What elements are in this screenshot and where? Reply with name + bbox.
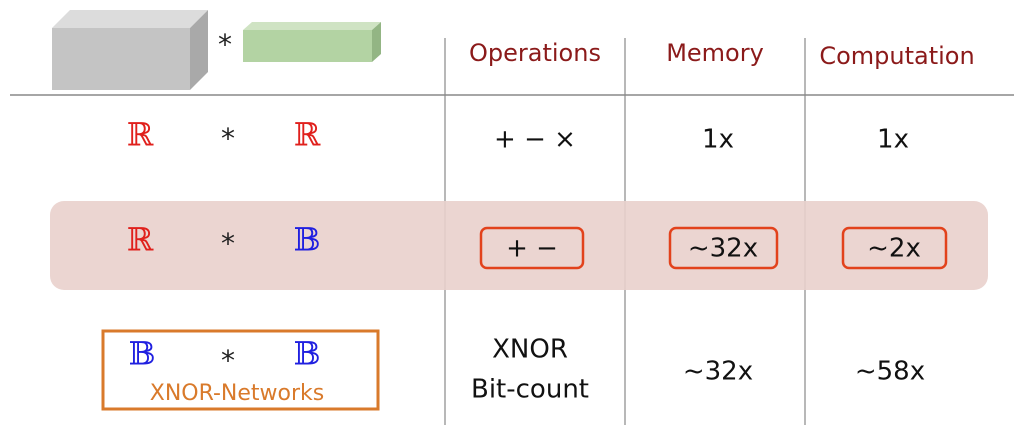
column-header: Computation bbox=[819, 42, 974, 70]
operations: Bit-count bbox=[471, 375, 589, 405]
tensor-icon bbox=[52, 10, 208, 90]
operand: 𝔹 bbox=[293, 221, 320, 259]
memory: ~32x bbox=[688, 234, 758, 264]
computation: 1x bbox=[877, 125, 909, 155]
column-header: Memory bbox=[666, 39, 764, 67]
operator: * bbox=[221, 227, 235, 260]
filter-icon bbox=[243, 22, 381, 62]
xnor-box bbox=[101, 329, 380, 411]
operand: ℝ bbox=[294, 116, 321, 154]
operand: 𝔹 bbox=[128, 335, 155, 373]
operations: XNOR bbox=[492, 335, 568, 365]
highlight-box bbox=[841, 226, 948, 270]
operand: ℝ bbox=[127, 116, 154, 154]
highlight-box bbox=[479, 226, 585, 270]
memory: ~32x bbox=[683, 357, 753, 387]
operator: * bbox=[221, 344, 235, 377]
highlight-box bbox=[668, 226, 779, 270]
operations: + − bbox=[506, 234, 558, 264]
method-label: XNOR-Networks bbox=[150, 381, 325, 406]
computation: ~2x bbox=[867, 234, 921, 264]
operand: ℝ bbox=[127, 221, 154, 259]
computation: ~58x bbox=[855, 357, 925, 387]
operator: * bbox=[221, 122, 235, 155]
column-header: Operations bbox=[469, 39, 601, 67]
operations: + − × bbox=[494, 125, 576, 155]
memory: 1x bbox=[702, 125, 734, 155]
operand: 𝔹 bbox=[293, 335, 320, 373]
header-operator: * bbox=[218, 28, 232, 61]
